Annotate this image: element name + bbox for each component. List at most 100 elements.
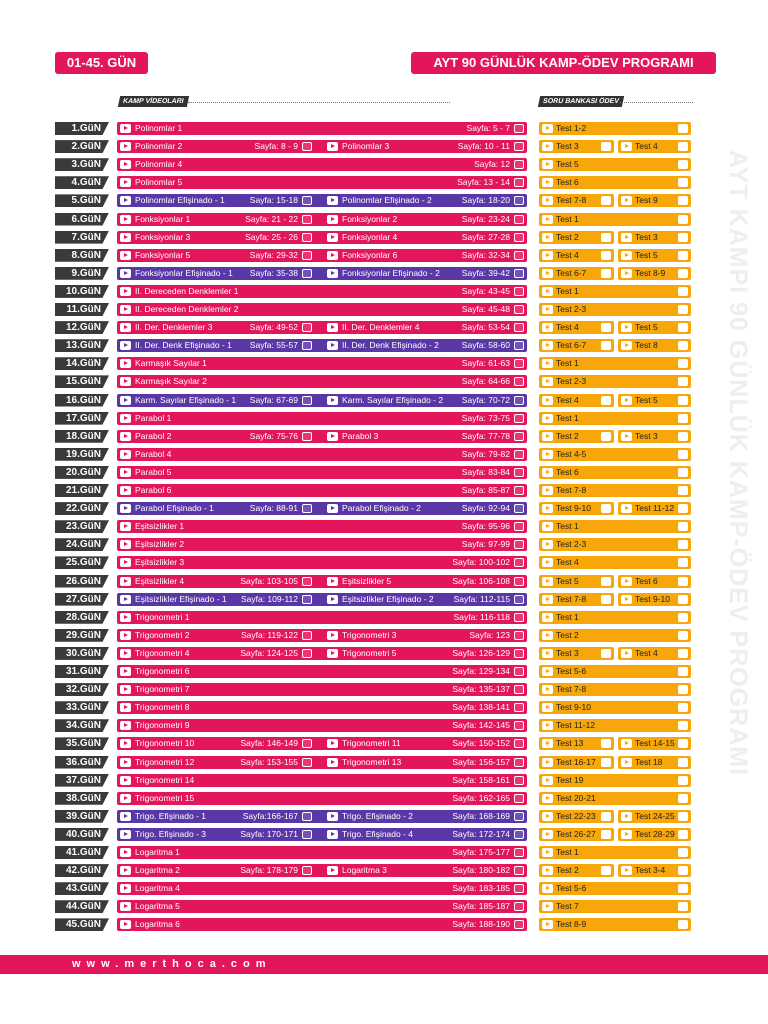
- checkbox[interactable]: [302, 594, 312, 604]
- checkbox[interactable]: [678, 902, 688, 912]
- play-icon[interactable]: [120, 576, 131, 586]
- checkbox[interactable]: [678, 196, 688, 206]
- checkbox[interactable]: [678, 540, 688, 550]
- checkbox[interactable]: [302, 739, 312, 749]
- play-icon[interactable]: [542, 685, 553, 695]
- play-icon[interactable]: [542, 504, 553, 514]
- play-icon[interactable]: [327, 395, 338, 405]
- checkbox[interactable]: [601, 739, 611, 749]
- play-icon[interactable]: [120, 250, 131, 260]
- play-icon[interactable]: [542, 467, 553, 477]
- checkbox[interactable]: [514, 305, 524, 314]
- checkbox[interactable]: [678, 848, 688, 857]
- video-item[interactable]: Polinomlar Efişinado - 1 Sayfa: 15-18: [117, 194, 315, 207]
- play-icon[interactable]: [542, 829, 553, 839]
- checkbox[interactable]: [302, 196, 312, 206]
- checkbox[interactable]: [678, 323, 688, 333]
- video-item[interactable]: Eşitsizlikler 3 Sayfa: 100-102: [117, 556, 527, 569]
- checkbox[interactable]: [678, 413, 688, 423]
- test-item[interactable]: Test 5: [618, 321, 691, 335]
- video-item[interactable]: Fonksiyonlar 3 Sayfa: 25 - 26: [117, 231, 315, 244]
- checkbox[interactable]: [514, 721, 524, 731]
- play-icon[interactable]: [542, 232, 553, 242]
- video-item[interactable]: Parabol 3 Sayfa: 77-78: [324, 430, 527, 443]
- test-item[interactable]: Test 8: [618, 339, 691, 353]
- checkbox[interactable]: [514, 232, 524, 242]
- checkbox[interactable]: [678, 775, 688, 785]
- play-icon[interactable]: [621, 232, 632, 242]
- play-icon[interactable]: [120, 884, 131, 894]
- play-icon[interactable]: [327, 739, 338, 749]
- play-icon[interactable]: [542, 648, 553, 658]
- play-icon[interactable]: [621, 648, 632, 658]
- test-item[interactable]: Test 20-21: [539, 791, 691, 805]
- play-icon[interactable]: [327, 268, 338, 278]
- test-item[interactable]: Test 9-10: [539, 502, 614, 516]
- checkbox[interactable]: [678, 703, 688, 713]
- test-item[interactable]: Test 2-3: [539, 375, 691, 389]
- play-icon[interactable]: [327, 594, 338, 604]
- play-icon[interactable]: [542, 902, 553, 912]
- checkbox[interactable]: [302, 630, 312, 640]
- play-icon[interactable]: [542, 323, 553, 333]
- checkbox[interactable]: [514, 540, 524, 550]
- play-icon[interactable]: [120, 811, 131, 821]
- play-icon[interactable]: [542, 142, 553, 152]
- checkbox[interactable]: [302, 866, 312, 876]
- test-item[interactable]: Test 28-29: [618, 827, 691, 841]
- test-item[interactable]: Test 16-17: [539, 755, 614, 769]
- video-item[interactable]: Trigonometri 2 Sayfa: 119-122: [117, 629, 315, 642]
- video-item[interactable]: Trigonometri 3 Sayfa: 123: [324, 629, 527, 642]
- checkbox[interactable]: [514, 504, 524, 514]
- video-item[interactable]: Karm. Sayılar Efişinado - 1 Sayfa: 67-69: [117, 394, 315, 407]
- test-item[interactable]: Test 9-10: [539, 701, 691, 715]
- play-icon[interactable]: [120, 685, 131, 695]
- play-icon[interactable]: [327, 250, 338, 260]
- play-icon[interactable]: [327, 214, 338, 224]
- checkbox[interactable]: [601, 811, 611, 821]
- checkbox[interactable]: [514, 395, 524, 405]
- play-icon[interactable]: [621, 431, 632, 441]
- checkbox[interactable]: [678, 612, 688, 622]
- test-item[interactable]: Test 1: [539, 846, 691, 859]
- test-item[interactable]: Test 4: [618, 646, 691, 660]
- play-icon[interactable]: [327, 504, 338, 514]
- play-icon[interactable]: [327, 232, 338, 242]
- play-icon[interactable]: [120, 522, 131, 532]
- checkbox[interactable]: [678, 757, 688, 767]
- play-icon[interactable]: [621, 268, 632, 278]
- play-icon[interactable]: [542, 811, 553, 821]
- checkbox[interactable]: [514, 829, 524, 839]
- test-item[interactable]: Test 1: [539, 212, 691, 226]
- checkbox[interactable]: [601, 142, 611, 152]
- play-icon[interactable]: [120, 178, 131, 188]
- checkbox[interactable]: [514, 268, 524, 278]
- play-icon[interactable]: [542, 920, 553, 930]
- play-icon[interactable]: [120, 866, 131, 876]
- checkbox[interactable]: [601, 576, 611, 586]
- test-item[interactable]: Test 5: [539, 158, 691, 172]
- test-item[interactable]: Test 1: [539, 357, 691, 371]
- checkbox[interactable]: [302, 811, 312, 821]
- checkbox[interactable]: [678, 576, 688, 586]
- checkbox[interactable]: [514, 775, 524, 785]
- checkbox[interactable]: [514, 124, 524, 133]
- test-item[interactable]: Test 8-9: [618, 266, 691, 280]
- checkbox[interactable]: [302, 250, 312, 260]
- play-icon[interactable]: [621, 829, 632, 839]
- checkbox[interactable]: [514, 920, 524, 930]
- test-item[interactable]: Test 3: [618, 230, 691, 244]
- play-icon[interactable]: [120, 721, 131, 731]
- play-icon[interactable]: [120, 757, 131, 767]
- play-icon[interactable]: [120, 504, 131, 514]
- play-icon[interactable]: [542, 630, 553, 640]
- checkbox[interactable]: [678, 829, 688, 839]
- checkbox[interactable]: [678, 648, 688, 658]
- video-item[interactable]: Trigonometri 4 Sayfa: 124-125: [117, 647, 315, 660]
- play-icon[interactable]: [120, 449, 131, 459]
- video-item[interactable]: Parabol 5 Sayfa: 83-84: [117, 466, 527, 479]
- video-item[interactable]: Fonksiyonlar 4 Sayfa: 27-28: [324, 231, 527, 244]
- test-item[interactable]: Test 5-6: [539, 882, 691, 896]
- play-icon[interactable]: [120, 142, 131, 152]
- play-icon[interactable]: [120, 540, 131, 550]
